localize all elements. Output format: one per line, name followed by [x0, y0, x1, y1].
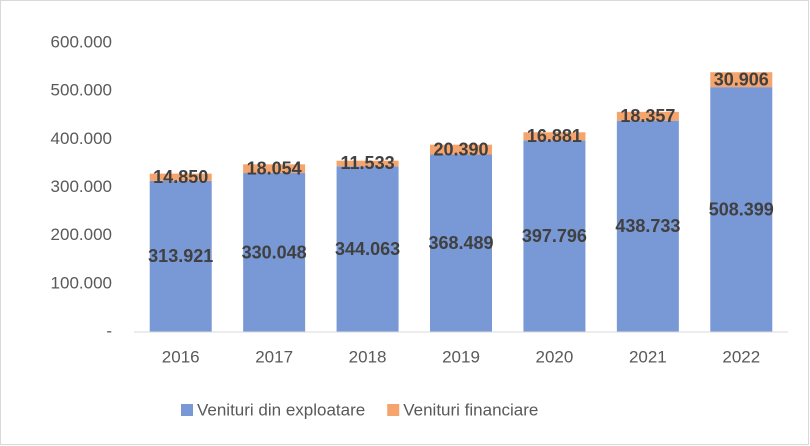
y-tick-label: 500.000 — [51, 81, 112, 100]
y-tick-label: 300.000 — [51, 177, 112, 196]
data-label: 438.733 — [615, 216, 680, 236]
data-label: 313.921 — [148, 246, 213, 266]
bar-segment — [430, 154, 492, 332]
bar-segment — [616, 120, 679, 332]
x-tick-label: 2016 — [162, 347, 200, 366]
data-label: 11.533 — [341, 153, 395, 173]
bar-segment — [616, 111, 679, 121]
x-tick-label: 2021 — [629, 347, 667, 366]
data-label: 508.399 — [709, 199, 774, 219]
legend-swatch — [387, 404, 400, 416]
data-label: 344.063 — [335, 239, 400, 259]
bar-segment — [243, 164, 306, 174]
x-tick-label: 2019 — [442, 347, 480, 366]
bar-segment — [336, 166, 399, 332]
y-tick-label: 400.000 — [51, 129, 112, 148]
data-label: 20.390 — [433, 139, 488, 159]
x-tick-label: 2022 — [722, 347, 760, 366]
data-label: 368.489 — [428, 233, 493, 253]
data-label: 397.796 — [522, 226, 587, 246]
data-label: 18.357 — [620, 106, 675, 126]
legend-label: Venituri din exploatare — [197, 400, 365, 419]
y-tick-label: 100.000 — [51, 273, 112, 292]
data-label: 16.881 — [527, 126, 582, 146]
bar-segment — [710, 72, 773, 88]
data-label: 18.054 — [247, 158, 302, 178]
data-label: 330.048 — [242, 242, 307, 262]
data-label: 14.850 — [153, 167, 208, 187]
x-tick-label: 2017 — [255, 347, 293, 366]
bar-segment — [336, 160, 399, 167]
bar-segment — [149, 180, 212, 332]
bar-segment — [243, 173, 306, 332]
legend-label: Venituri financiare — [403, 400, 538, 419]
bar-segment — [149, 173, 212, 181]
legend-swatch — [181, 404, 193, 416]
x-tick-label: 2018 — [349, 347, 387, 366]
bar-segment — [710, 87, 773, 332]
y-tick-label: - — [106, 321, 112, 340]
y-tick-label: 600.000 — [51, 32, 112, 51]
x-tick-label: 2020 — [536, 347, 574, 366]
bar-segment — [523, 132, 586, 141]
data-label: 30.906 — [714, 69, 769, 89]
bar-segment — [430, 144, 492, 155]
y-tick-label: 200.000 — [51, 225, 112, 244]
bar-segment — [523, 140, 586, 332]
